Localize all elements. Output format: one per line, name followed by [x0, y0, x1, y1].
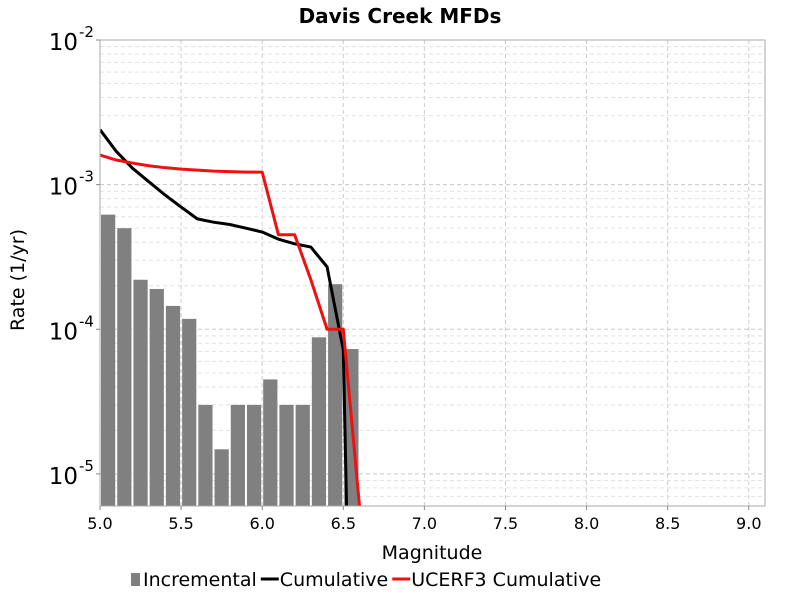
- incremental-bar: [230, 404, 245, 506]
- x-tick-label: 7.0: [412, 514, 437, 533]
- incremental-bar: [263, 379, 278, 506]
- incremental-bar: [182, 318, 197, 506]
- y-tick-label: 10: [49, 319, 78, 345]
- incremental-bar: [165, 305, 181, 506]
- incremental-bar: [214, 449, 229, 506]
- x-tick-label: 6.0: [249, 514, 274, 533]
- y-axis-label: Rate (1/yr): [7, 229, 29, 331]
- x-axis-ticks: 5.0 5.5 6.0 6.5 7.0 7.5 8.0 8.5 9.0: [87, 506, 762, 533]
- incremental-bar: [117, 228, 132, 506]
- incremental-bar: [295, 404, 310, 506]
- y-tick-exponent: -4: [79, 312, 94, 330]
- legend-label: UCERF3 Cumulative: [411, 569, 601, 591]
- plot-frame: [99, 39, 766, 507]
- x-tick-label: 8.0: [574, 514, 599, 533]
- grid-lines: [100, 40, 765, 506]
- plot-clip: [100, 128, 362, 506]
- x-tick-label: 6.5: [331, 514, 356, 533]
- y-tick-exponent: -3: [79, 168, 94, 186]
- y-tick-label: 10: [49, 30, 78, 56]
- cumulative-lines: [100, 128, 362, 506]
- legend-label: Incremental: [143, 569, 257, 591]
- x-tick-label: 5.0: [87, 514, 112, 533]
- y-tick-label: 10: [49, 464, 78, 490]
- y-tick-exponent: -2: [79, 23, 94, 41]
- chart-title: Davis Creek MFDs: [299, 4, 502, 28]
- incremental-bar: [311, 337, 327, 506]
- x-tick-label: 9.0: [736, 514, 761, 533]
- legend-swatch-bar: [131, 573, 140, 586]
- incremental-bar: [133, 279, 148, 506]
- incremental-bar: [149, 288, 164, 506]
- incremental-bar: [246, 404, 262, 506]
- y-tick-exponent: -5: [79, 457, 94, 475]
- x-tick-label: 8.5: [655, 514, 680, 533]
- ucerf3-cumulative-line: [100, 153, 362, 506]
- legend: Incremental Cumulative UCERF3 Cumulative: [131, 569, 601, 591]
- x-tick-label: 5.5: [168, 514, 193, 533]
- y-axis-ticks: 10-210-310-410-5: [49, 23, 100, 490]
- x-axis-label: Magnitude: [382, 542, 483, 564]
- incremental-bar: [101, 214, 116, 506]
- legend-label: Cumulative: [280, 569, 388, 591]
- incremental-bar: [279, 404, 294, 506]
- incremental-bar: [328, 284, 343, 506]
- x-tick-label: 7.5: [493, 514, 518, 533]
- cumulative-line: [100, 128, 349, 506]
- y-tick-label: 10: [49, 175, 78, 201]
- incremental-bar: [198, 404, 213, 506]
